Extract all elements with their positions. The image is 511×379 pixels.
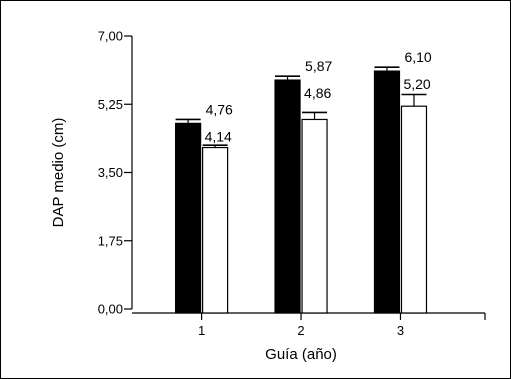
bar bbox=[373, 70, 401, 314]
bar bbox=[301, 118, 328, 314]
x-axis-title: Guía (año) bbox=[265, 346, 337, 363]
bar bbox=[274, 79, 301, 314]
y-tick-label: 3,50 bbox=[98, 165, 123, 180]
y-tick-label: 7,00 bbox=[98, 29, 123, 44]
data-labels: 4,76 4,14 5,87 4,86 6,10 5,20 bbox=[205, 49, 432, 144]
y-tick-label: 5,25 bbox=[98, 97, 123, 112]
y-tick-label: 1,75 bbox=[98, 233, 123, 248]
data-label: 5,87 bbox=[305, 58, 332, 74]
data-label: 4,86 bbox=[304, 85, 331, 101]
data-label: 5,20 bbox=[403, 76, 430, 92]
bars bbox=[175, 66, 428, 314]
x-tick-label: 2 bbox=[297, 323, 304, 338]
bar bbox=[202, 146, 229, 314]
x-ticks: 1 2 3 bbox=[198, 313, 486, 338]
data-label: 6,10 bbox=[404, 49, 431, 65]
data-label: 4,76 bbox=[206, 101, 233, 117]
x-tick-label: 3 bbox=[397, 323, 404, 338]
y-ticks: 0,00 1,75 3,50 5,25 7,00 bbox=[98, 29, 132, 317]
y-axis-title: DAP medio (cm) bbox=[50, 118, 67, 228]
y-tick-label: 0,00 bbox=[98, 302, 123, 317]
data-label: 4,14 bbox=[205, 128, 232, 144]
bar bbox=[175, 122, 202, 314]
x-tick-label: 1 bbox=[198, 323, 205, 338]
bar bbox=[400, 105, 428, 314]
